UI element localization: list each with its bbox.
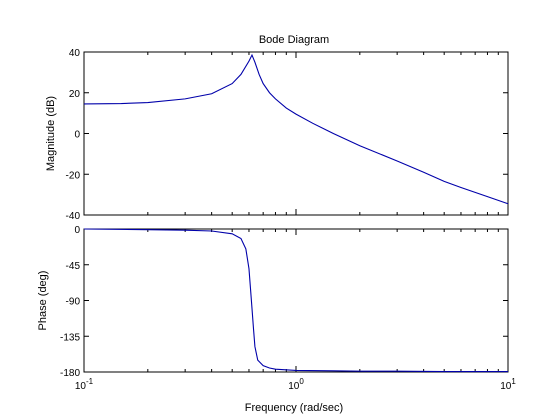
magnitude-axes-frame [83, 51, 509, 216]
magnitude-panel: 40 20 0 -20 -40 Magnitude (dB) [45, 48, 509, 222]
phase-y-tick-label: -45 [66, 261, 81, 272]
x-axis-label: Frequency (rad/sec) [245, 402, 343, 414]
phase-panel: 0 -45 -90 -135 -180 Phase (deg) 10-1 100 101 [37, 225, 516, 392]
magnitude-y-tick-label: 20 [69, 89, 81, 100]
chart-title: Bode Diagram [259, 34, 329, 46]
phase-y-tick-label: 0 [74, 225, 80, 236]
magnitude-y-tick-label: 0 [74, 130, 80, 141]
phase-y-tick-label: -135 [60, 332, 80, 343]
magnitude-series-line [83, 53, 509, 205]
x-tick-label: 100 [288, 377, 304, 392]
magnitude-y-axis-label: Magnitude (dB) [45, 96, 57, 171]
phase-axes-frame [83, 228, 509, 373]
x-tick-label: 10-1 [75, 377, 94, 392]
phase-y-tick-label: -180 [60, 368, 80, 379]
phase-y-tick-label: -90 [66, 297, 81, 308]
magnitude-y-tick-label: -20 [66, 170, 81, 181]
phase-y-axis-label: Phase (deg) [37, 271, 49, 331]
phase-series-line [83, 228, 508, 373]
magnitude-y-tick-label: 40 [69, 48, 81, 59]
x-tick-label: 101 [500, 377, 516, 392]
magnitude-y-tick-label: -40 [66, 211, 81, 222]
